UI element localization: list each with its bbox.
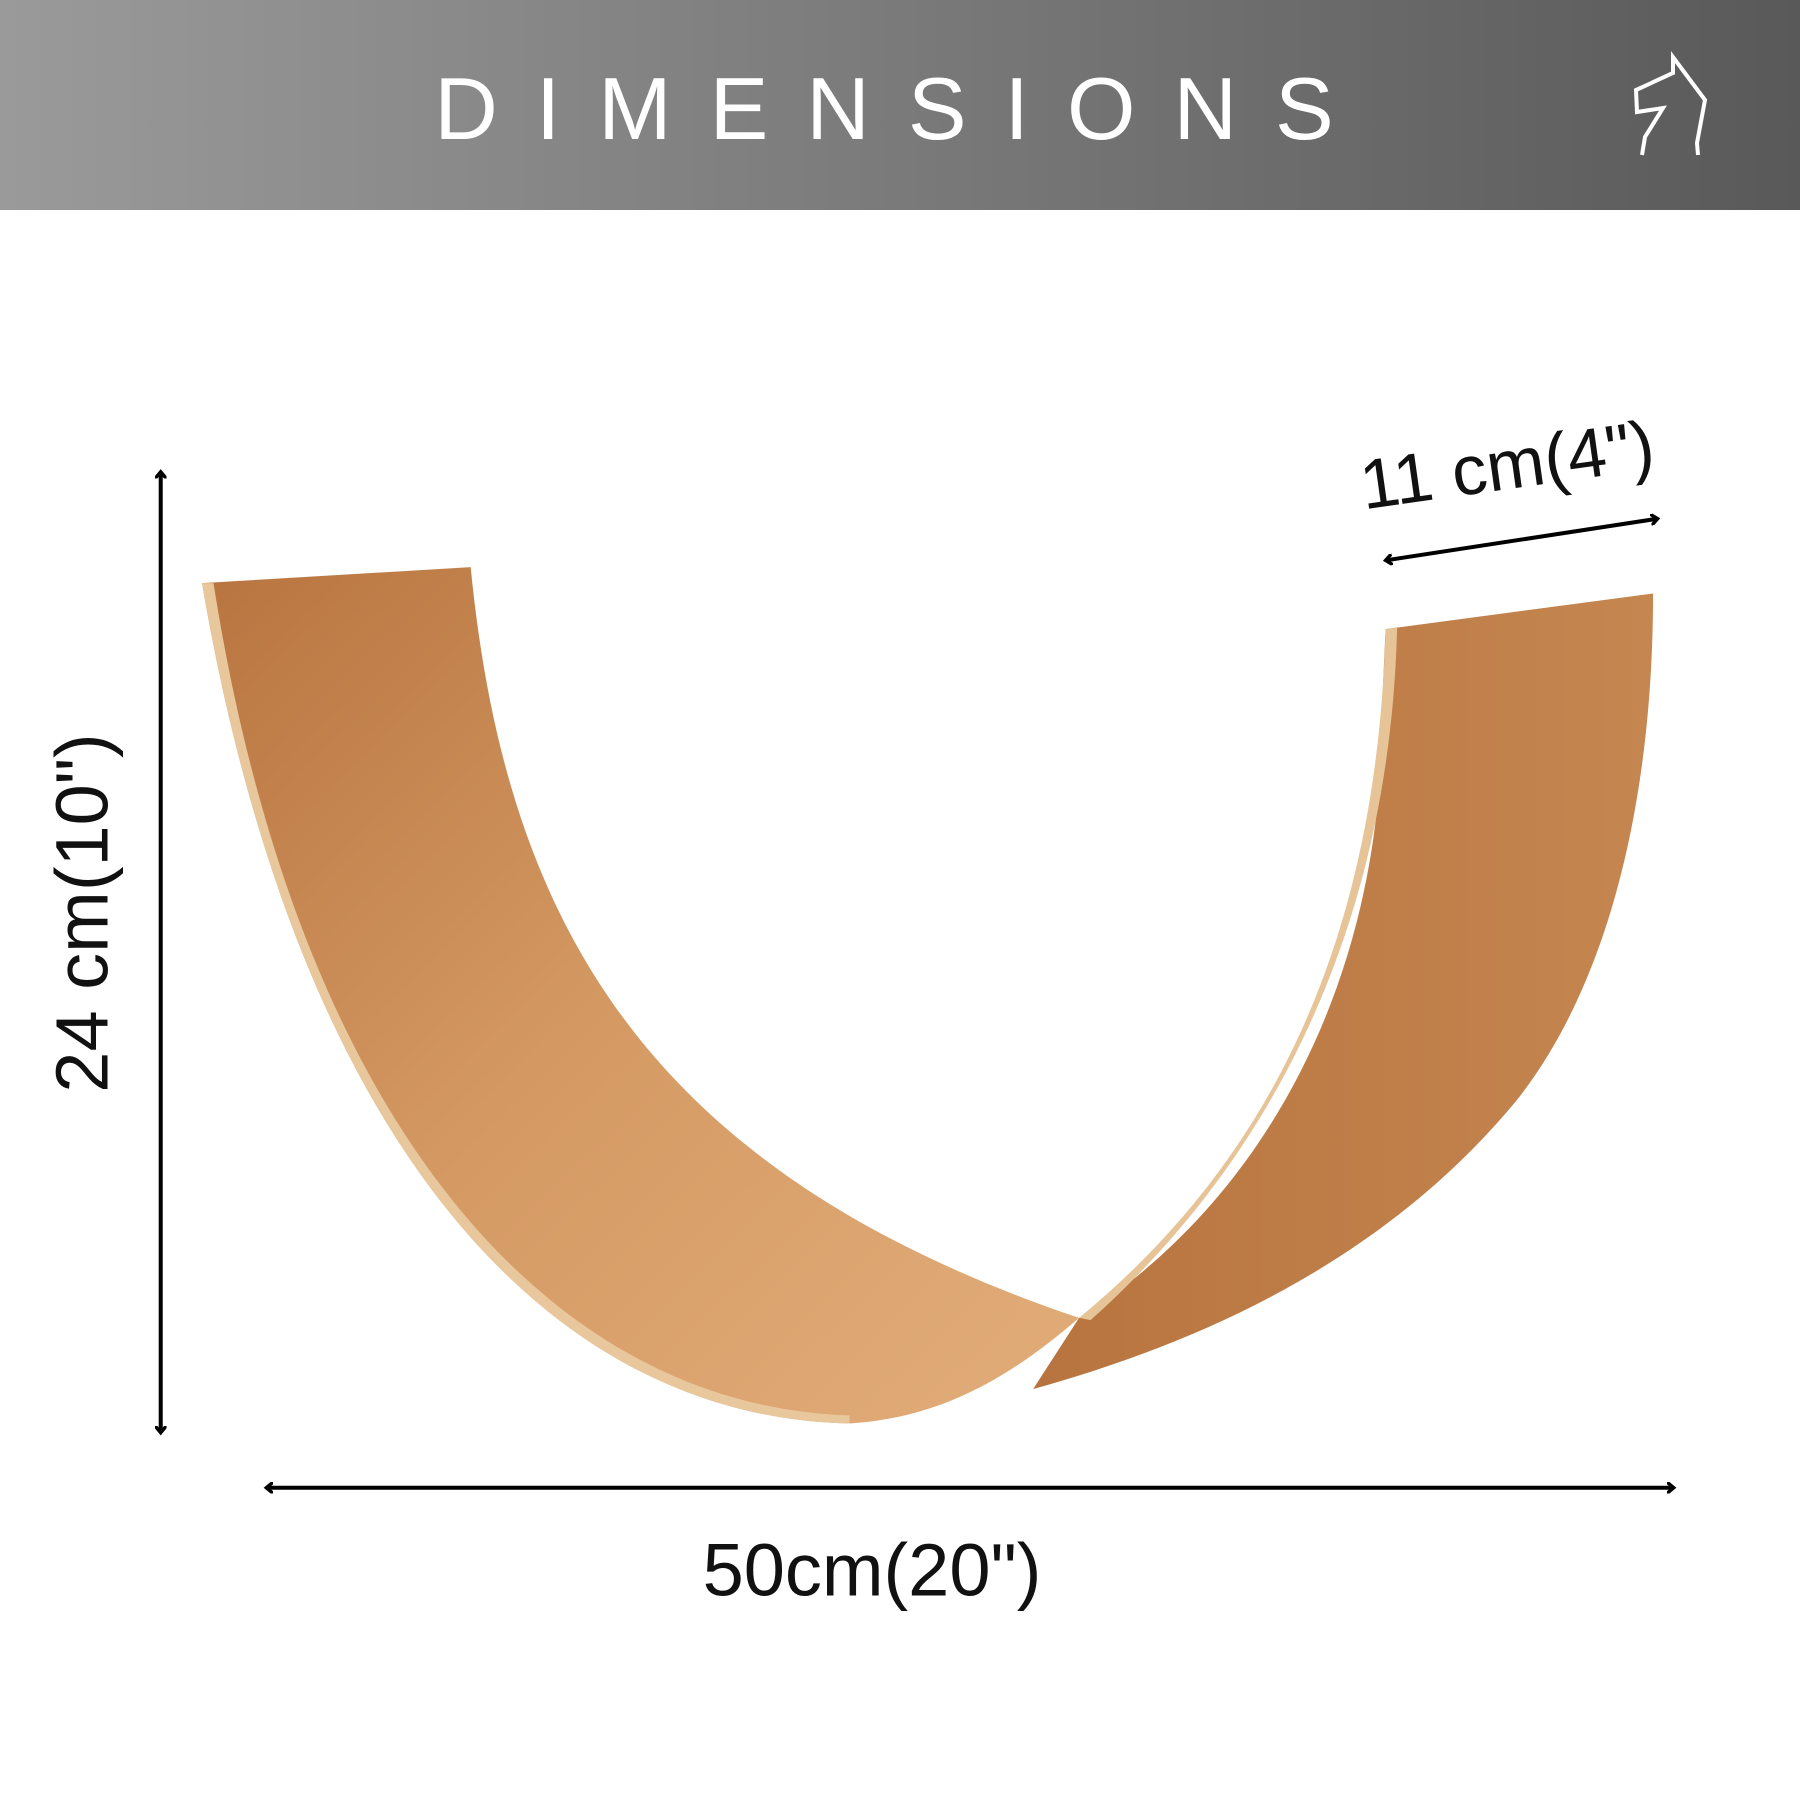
depth-arrow [1387,519,1657,560]
horse-head-logo-icon [1633,50,1708,156]
width-label: 50cm(20") [702,1528,1042,1612]
shelf-left-edge [202,583,850,1424]
shelf-left-band [202,567,1080,1424]
header-banner: DIMENSIONS [0,0,1800,210]
page-title: DIMENSIONS [434,59,1372,158]
shelf-right-band [1033,593,1654,1390]
height-label: 24 cm(10") [40,733,124,1093]
